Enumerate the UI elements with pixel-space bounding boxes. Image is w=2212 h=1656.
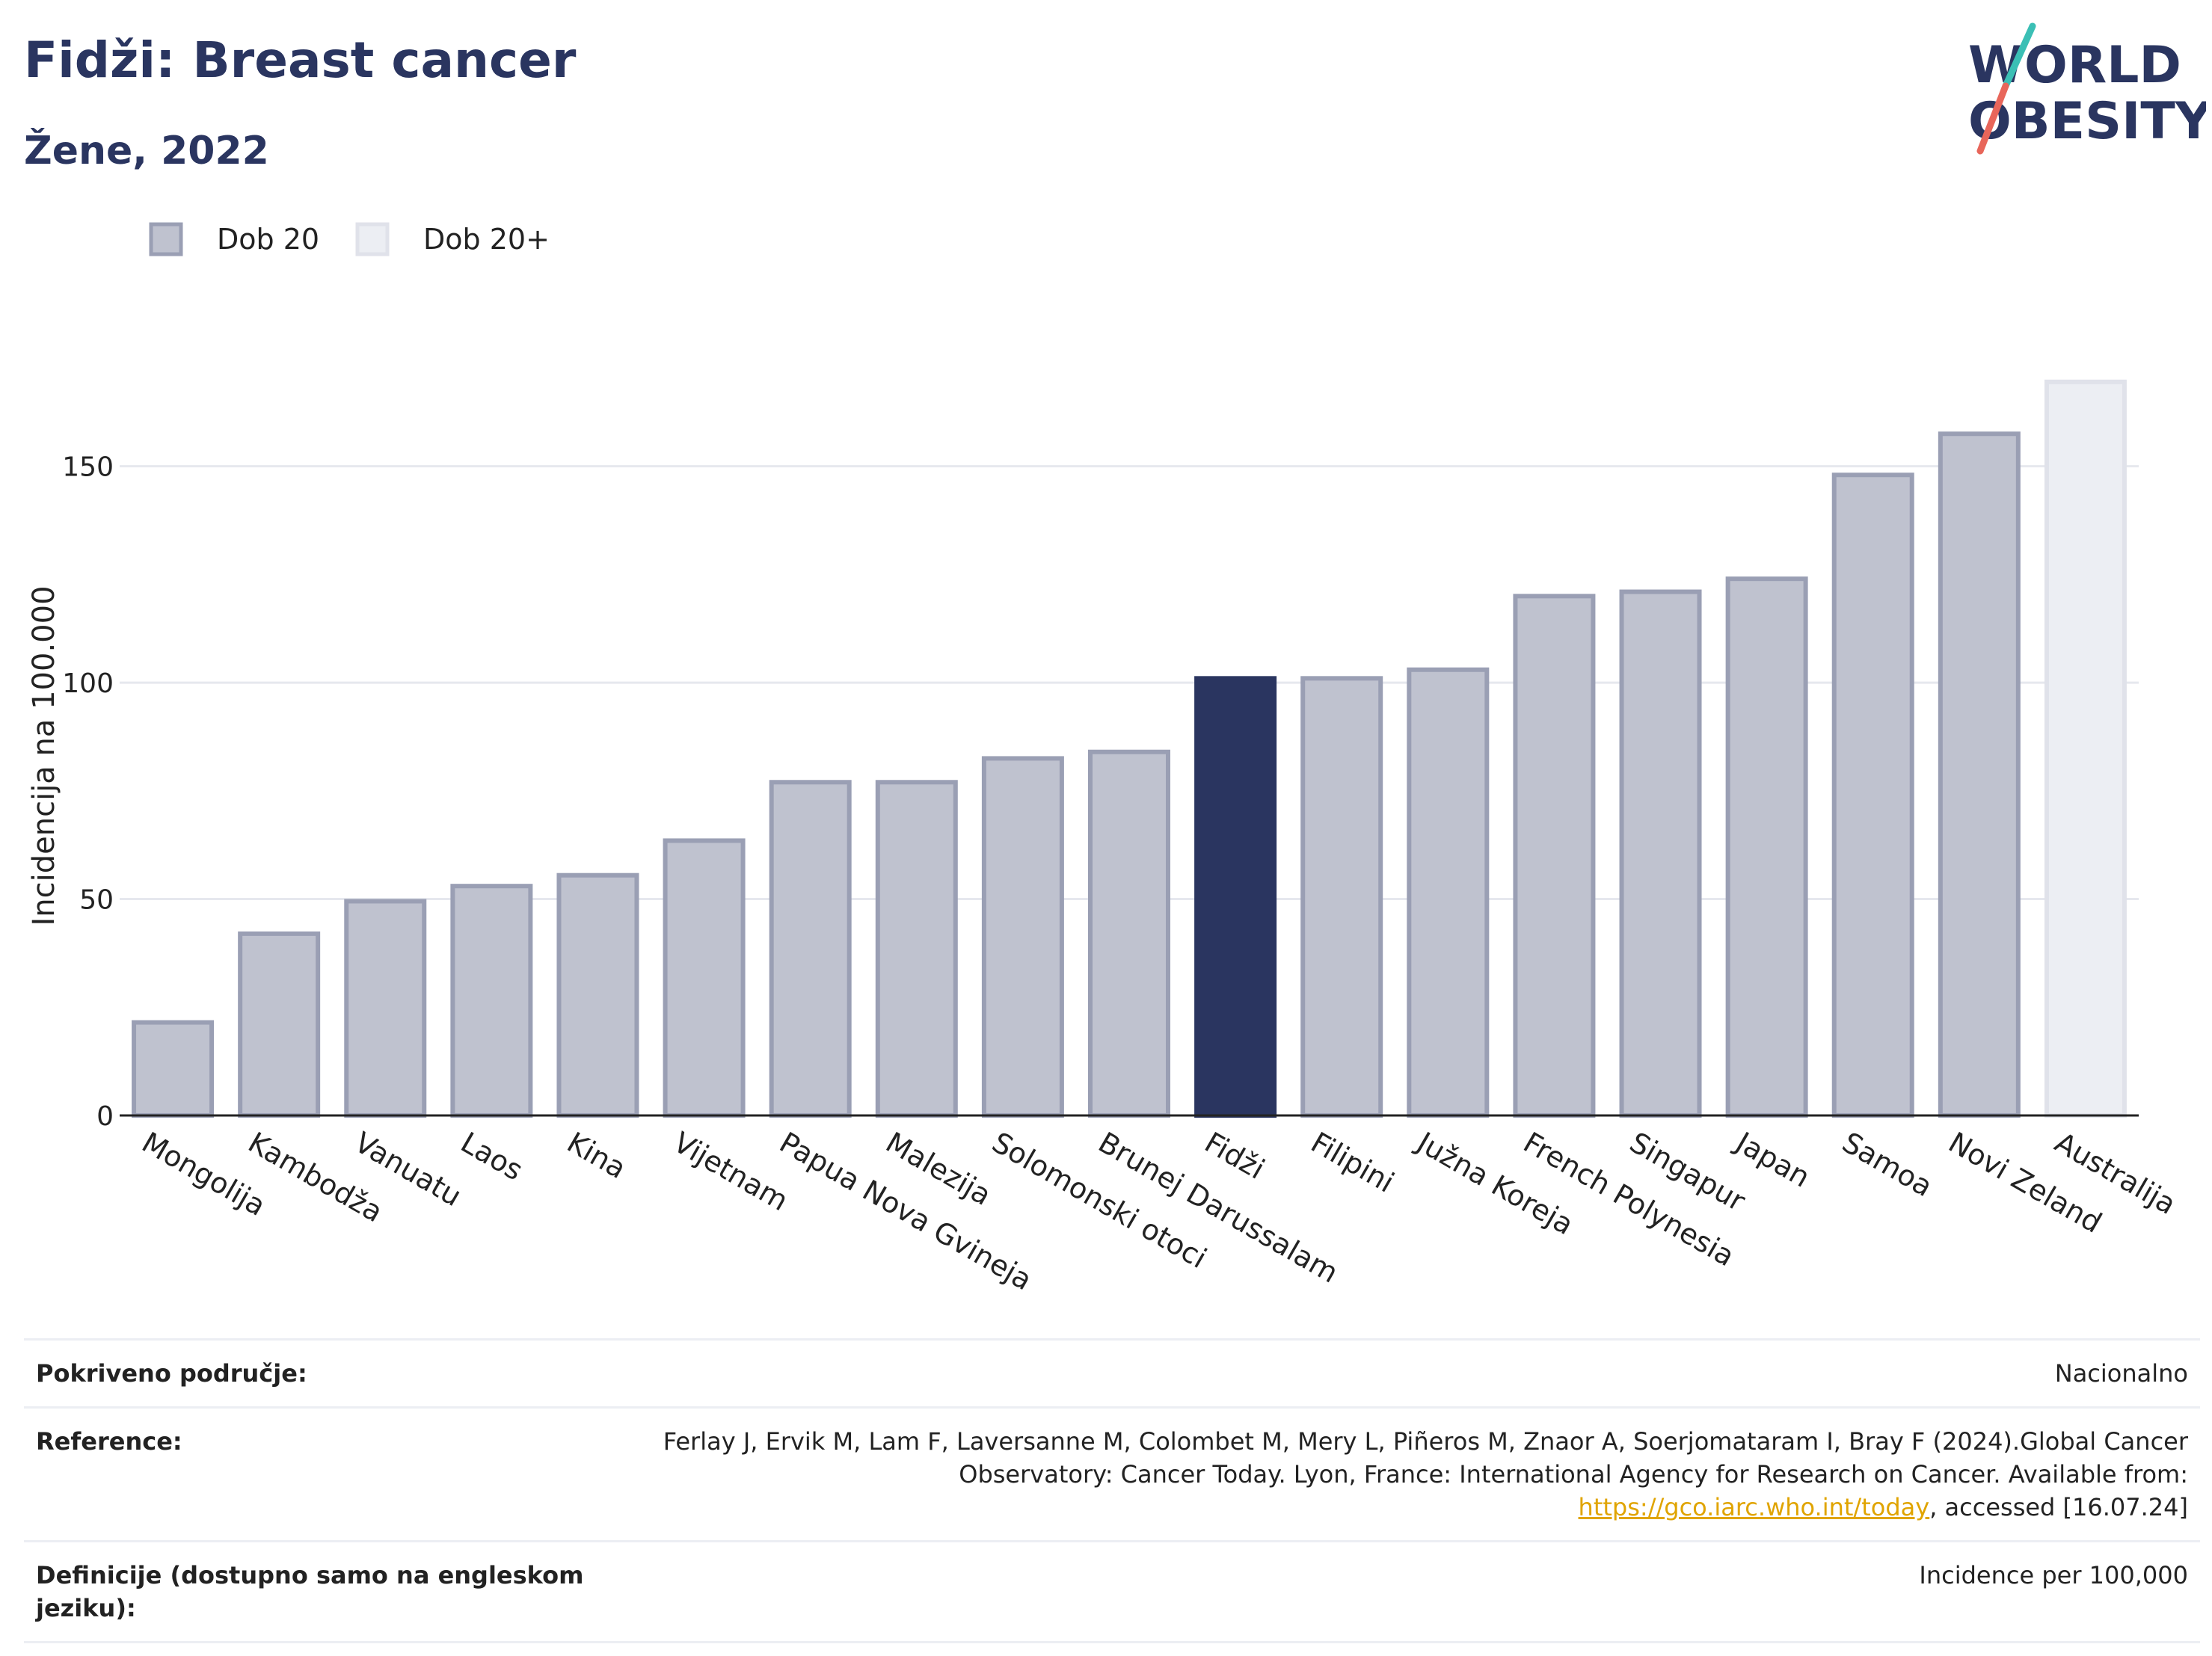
- chart-subtitle: Žene, 2022: [24, 129, 269, 173]
- bar[interactable]: [1194, 676, 1277, 1118]
- y-tick-label: 0: [96, 1101, 114, 1132]
- legend-swatch: [355, 222, 390, 256]
- info-label: Definicije (dostupno samo na engleskom j…: [36, 1561, 584, 1622]
- x-tick-label: Vijetnam: [668, 1126, 793, 1218]
- info-value-reference: Ferlay J, Ervik M, Lam F, Laversanne M, …: [618, 1425, 2188, 1524]
- bar[interactable]: [875, 780, 958, 1118]
- info-table: Pokriveno područje: Nacionalno Reference…: [24, 1338, 2200, 1643]
- bar[interactable]: [450, 884, 533, 1118]
- bar[interactable]: [981, 756, 1064, 1118]
- legend: Dob 20 Dob 20+: [149, 222, 550, 256]
- info-row-coverage: Pokriveno područje: Nacionalno: [24, 1338, 2200, 1406]
- info-label: Reference:: [36, 1427, 182, 1456]
- bar[interactable]: [1300, 676, 1383, 1118]
- world-obesity-logo: WORLD OBESITY: [1968, 22, 2206, 155]
- y-tick-label: 150: [62, 452, 114, 483]
- reference-accessed: , accessed [16.07.24]: [1929, 1493, 2188, 1521]
- bar[interactable]: [1831, 473, 1914, 1118]
- bar[interactable]: [344, 899, 427, 1118]
- y-axis-label: Incidencija na 100.000: [27, 585, 61, 926]
- y-tick-label: 100: [62, 668, 114, 699]
- x-tick-label: Fidži: [1199, 1126, 1271, 1186]
- bar[interactable]: [769, 780, 852, 1118]
- bar[interactable]: [2044, 379, 2127, 1118]
- bar[interactable]: [1513, 594, 1596, 1118]
- bar[interactable]: [132, 1020, 215, 1118]
- bar[interactable]: [663, 838, 746, 1118]
- info-value: Incidence per 100,000: [1919, 1561, 2188, 1589]
- y-axis-ticks: 0 50 100 150: [62, 452, 114, 1132]
- x-tick-label: Samoa: [1837, 1126, 1938, 1204]
- info-value: Nacionalno: [2054, 1359, 2188, 1388]
- logo-line2: OBESITY: [1968, 92, 2206, 151]
- bars: [132, 379, 2127, 1118]
- bar[interactable]: [1088, 749, 1170, 1118]
- reference-link[interactable]: https://gco.iarc.who.int/today: [1578, 1493, 1930, 1521]
- bar[interactable]: [556, 872, 639, 1118]
- x-tick-label: Laos: [455, 1126, 529, 1187]
- x-tick-label: Filipini: [1306, 1126, 1400, 1199]
- bar[interactable]: [1619, 589, 1702, 1118]
- bar[interactable]: [1938, 431, 2021, 1118]
- y-tick-label: 50: [79, 885, 114, 916]
- bar[interactable]: [1407, 667, 1490, 1118]
- legend-label[interactable]: Dob 20+: [423, 223, 550, 256]
- bar[interactable]: [238, 931, 321, 1118]
- legend-label[interactable]: Dob 20: [217, 223, 319, 256]
- info-label: Pokriveno područje:: [36, 1359, 307, 1388]
- legend-swatch: [149, 222, 183, 256]
- info-row-reference: Reference: Ferlay J, Ervik M, Lam F, Lav…: [24, 1406, 2200, 1540]
- x-tick-label: Kina: [562, 1126, 632, 1186]
- reference-text: Ferlay J, Ervik M, Lam F, Laversanne M, …: [663, 1427, 2188, 1489]
- chart-title: Fidži: Breast cancer: [24, 31, 577, 89]
- bar[interactable]: [1725, 576, 1808, 1118]
- info-row-definitions: Definicije (dostupno samo na engleskom j…: [24, 1540, 2200, 1643]
